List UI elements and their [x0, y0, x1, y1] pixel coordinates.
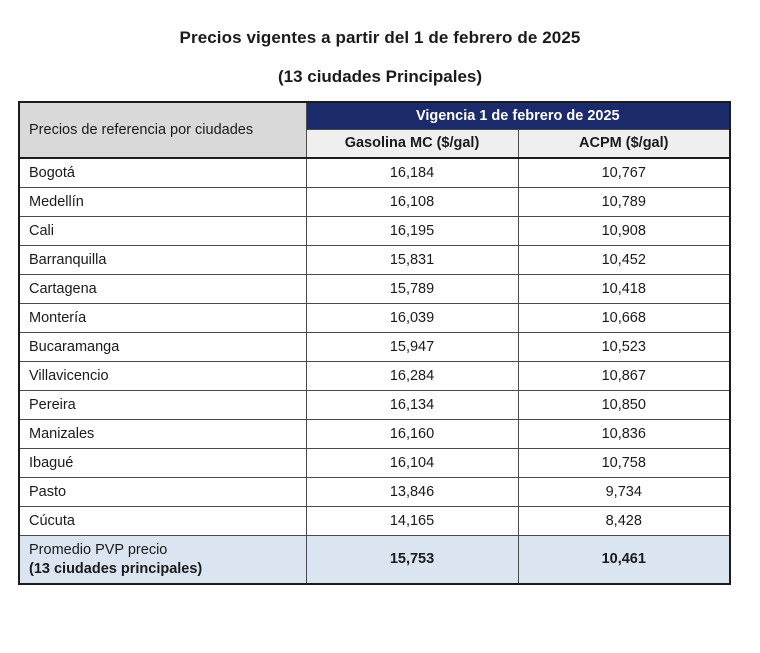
gasolina-price: 13,846: [305, 476, 519, 507]
table-row: Cali 16,195 10,908: [18, 215, 731, 246]
table-row: Barranquilla 15,831 10,452: [18, 244, 731, 275]
table-row: Bucaramanga 15,947 10,523: [18, 331, 731, 362]
acpm-price: 10,668: [517, 302, 731, 333]
gasolina-price: 16,104: [305, 447, 519, 478]
average-acpm-price: 10,461: [517, 534, 731, 585]
table-row: Bogotá 16,184 10,767: [18, 157, 731, 188]
gasolina-price: 16,184: [305, 157, 519, 188]
gasolina-price: 16,108: [305, 186, 519, 217]
column-header-gasolina: Gasolina MC ($/gal): [305, 128, 519, 159]
group-header-row: Precios de referencia por ciudades Vigen…: [18, 101, 731, 159]
table-row: Cartagena 15,789 10,418: [18, 273, 731, 304]
acpm-price: 10,767: [517, 157, 731, 188]
city-name: Manizales: [18, 418, 307, 449]
acpm-price: 10,418: [517, 273, 731, 304]
gasolina-price: 16,160: [305, 418, 519, 449]
city-name: Medellín: [18, 186, 307, 217]
acpm-price: 10,789: [517, 186, 731, 217]
column-header-row: Gasolina MC ($/gal) ACPM ($/gal): [19, 128, 731, 159]
table-row: Pereira 16,134 10,850: [18, 389, 731, 420]
acpm-price: 10,836: [517, 418, 731, 449]
table-row: Montería 16,039 10,668: [18, 302, 731, 333]
city-name: Cartagena: [18, 273, 307, 304]
city-name: Bogotá: [18, 157, 307, 188]
gasolina-price: 16,195: [305, 215, 519, 246]
table-row: Manizales 16,160 10,836: [18, 418, 731, 449]
average-label: Promedio PVP precio (13 ciudades princip…: [18, 534, 307, 585]
average-label-line1: Promedio PVP precio: [29, 541, 168, 558]
table-row: Pasto 13,846 9,734: [18, 476, 731, 507]
average-gasolina-price: 15,753: [305, 534, 519, 585]
acpm-price: 10,758: [517, 447, 731, 478]
page-title: Precios vigentes a partir del 1 de febre…: [179, 28, 581, 47]
table-row: Ibagué 16,104 10,758: [18, 447, 731, 478]
table-row: Cúcuta 14,165 8,428: [18, 505, 731, 536]
corner-header: Precios de referencia por ciudades: [18, 101, 307, 159]
acpm-price: 8,428: [517, 505, 731, 536]
fuel-prices-table: Precios de referencia por ciudades Vigen…: [18, 101, 732, 585]
gasolina-price: 15,789: [305, 273, 519, 304]
gasolina-price: 16,039: [305, 302, 519, 333]
table-row: Villavicencio 16,284 10,867: [18, 360, 731, 391]
city-name: Villavicencio: [18, 360, 307, 391]
city-name: Barranquilla: [18, 244, 307, 275]
city-name: Bucaramanga: [18, 331, 307, 362]
average-row: Promedio PVP precio (13 ciudades princip…: [18, 534, 731, 585]
city-name: Cali: [18, 215, 307, 246]
city-name: Montería: [18, 302, 307, 333]
gasolina-price: 16,284: [305, 360, 519, 391]
gasolina-price: 14,165: [305, 505, 519, 536]
vigencia-group-header: Vigencia 1 de febrero de 2025: [305, 101, 731, 130]
acpm-price: 10,523: [517, 331, 731, 362]
city-name: Pereira: [18, 389, 307, 420]
gasolina-price: 16,134: [305, 389, 519, 420]
gasolina-price: 15,947: [305, 331, 519, 362]
acpm-price: 10,908: [517, 215, 731, 246]
city-name: Cúcuta: [18, 505, 307, 536]
gasolina-price: 15,831: [305, 244, 519, 275]
acpm-price: 9,734: [517, 476, 731, 507]
acpm-price: 10,452: [517, 244, 731, 275]
table-row: Medellín 16,108 10,789: [18, 186, 731, 217]
acpm-price: 10,850: [517, 389, 731, 420]
page-subtitle: (13 ciudades Principales): [277, 67, 483, 86]
average-label-line2: (13 ciudades principales): [29, 560, 203, 577]
city-name: Ibagué: [18, 447, 307, 478]
acpm-price: 10,867: [517, 360, 731, 391]
city-name: Pasto: [18, 476, 307, 507]
column-header-acpm: ACPM ($/gal): [517, 128, 731, 159]
